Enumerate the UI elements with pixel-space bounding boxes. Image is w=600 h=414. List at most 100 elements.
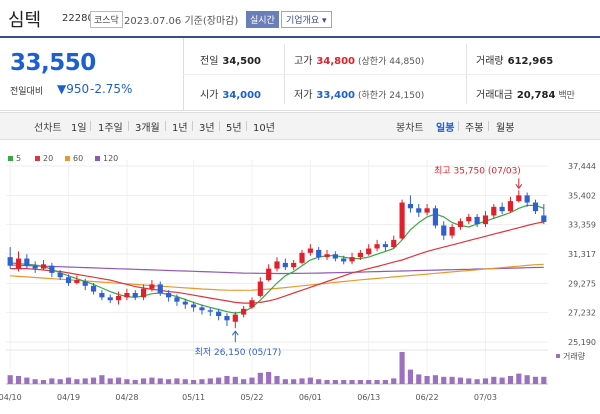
candle-body bbox=[182, 301, 188, 305]
candle-body bbox=[416, 208, 422, 213]
ma5-line bbox=[10, 204, 544, 314]
candle-body bbox=[516, 195, 522, 202]
volume-bar bbox=[257, 372, 263, 384]
volume-bar bbox=[299, 378, 305, 384]
low-arrow-head bbox=[231, 330, 239, 336]
candle-chart-button[interactable]: 봉차트 bbox=[396, 123, 424, 134]
volume-bar bbox=[74, 379, 80, 384]
volume-bar bbox=[49, 378, 55, 384]
volume-bar bbox=[40, 380, 47, 384]
candle-body bbox=[457, 221, 464, 227]
candle-body bbox=[266, 268, 272, 281]
candle-body bbox=[191, 304, 197, 308]
candle-body bbox=[216, 311, 222, 317]
range-10y[interactable]: 10년 bbox=[253, 123, 275, 134]
candle-body bbox=[532, 202, 539, 212]
range-3m[interactable]: 3개월 bbox=[135, 123, 160, 134]
candle-body bbox=[149, 284, 155, 289]
range-1y[interactable]: 1년 bbox=[172, 123, 188, 134]
period-weekly[interactable]: 주봉 bbox=[465, 123, 484, 134]
candle-body bbox=[24, 258, 30, 266]
candle-body bbox=[374, 244, 380, 249]
volume-bar bbox=[132, 380, 138, 384]
volume-bar bbox=[399, 352, 405, 384]
low-price: 저가 33,400 (하한가 24,150) bbox=[294, 90, 425, 101]
ma20-line bbox=[10, 221, 544, 304]
candle-body bbox=[399, 202, 405, 239]
low-annotation: 최저 26,150 (05/17) bbox=[195, 347, 282, 358]
volume-bar bbox=[407, 369, 414, 384]
realtime-button[interactable]: 실시간 bbox=[246, 11, 279, 28]
candle-body bbox=[90, 285, 97, 292]
volume-bar bbox=[457, 377, 464, 384]
y-tick-label: 33,359 bbox=[568, 221, 596, 230]
volume-legend-label: 거래량 bbox=[563, 351, 586, 361]
candle-body bbox=[366, 248, 372, 255]
volume-bar bbox=[316, 379, 322, 384]
x-tick-label: 04/19 bbox=[57, 393, 80, 402]
x-tick-label: 07/03 bbox=[474, 393, 497, 402]
volume-bar bbox=[474, 379, 480, 384]
candle-body bbox=[132, 293, 138, 298]
candle-body bbox=[282, 262, 288, 268]
volume-bar bbox=[341, 380, 347, 384]
volume-bar bbox=[541, 376, 547, 384]
price-change-percent: -2.75% bbox=[90, 82, 133, 96]
volume-bar bbox=[166, 379, 172, 384]
volume-bar bbox=[391, 378, 397, 384]
candle-body bbox=[449, 226, 455, 236]
high-arrow-head bbox=[515, 184, 523, 190]
candle-body bbox=[291, 262, 297, 268]
candle-body bbox=[232, 314, 238, 322]
range-1w[interactable]: 1주일 bbox=[98, 123, 123, 134]
volume-bar bbox=[65, 377, 72, 384]
candle-body bbox=[524, 195, 530, 203]
period-daily[interactable]: 일봉 bbox=[436, 123, 455, 134]
volume-bar bbox=[24, 377, 30, 384]
volume-bar bbox=[449, 376, 455, 384]
volume-bar bbox=[366, 380, 372, 384]
volume-bar bbox=[507, 376, 514, 384]
line-chart-button[interactable]: 선차트 bbox=[34, 123, 62, 134]
candle-body bbox=[99, 293, 105, 298]
range-5y[interactable]: 5년 bbox=[226, 123, 242, 134]
y-tick-label: 37,444 bbox=[568, 162, 596, 171]
company-info-dropdown[interactable]: 기업개요 ▾ bbox=[281, 11, 332, 28]
volume-bar bbox=[266, 372, 272, 384]
ma60-line bbox=[10, 263, 544, 291]
volume-bar bbox=[349, 380, 355, 384]
range-1d[interactable]: 1일 bbox=[71, 123, 87, 134]
volume-bar bbox=[140, 378, 147, 384]
candle-body bbox=[157, 284, 163, 294]
candle-body bbox=[307, 248, 313, 253]
candle-body bbox=[324, 254, 330, 258]
candle-body bbox=[107, 297, 113, 301]
legend-label: 5 bbox=[16, 154, 21, 163]
x-tick-label: 05/22 bbox=[240, 393, 263, 402]
change-label: 전일대비 bbox=[10, 87, 44, 97]
volume-bar bbox=[291, 379, 297, 384]
candle-body bbox=[57, 272, 63, 278]
volume-bar bbox=[499, 377, 505, 384]
candle-body bbox=[382, 244, 388, 248]
volume-bar bbox=[441, 376, 447, 384]
volume-bar bbox=[357, 380, 363, 384]
open-price: 시가 34,000 bbox=[200, 90, 261, 101]
volume-bar bbox=[7, 375, 13, 384]
prev-close: 전일 34,500 bbox=[200, 56, 261, 67]
quote-panel: 33,550 전일대비 ▼950 -2.75% 전일 34,500 고가 34,80… bbox=[0, 36, 600, 111]
period-monthly[interactable]: 월봉 bbox=[496, 123, 515, 134]
candle-body bbox=[274, 261, 280, 269]
volume-bar bbox=[157, 378, 163, 384]
candle-body bbox=[40, 264, 47, 269]
ma120-line bbox=[10, 264, 544, 275]
candle-body bbox=[49, 265, 55, 273]
candle-body bbox=[174, 297, 180, 302]
candlestick-chart-svg: 37,444 35,402 33,359 31,317 29,275 27,232 25,1… bbox=[0, 154, 596, 402]
candle-body bbox=[199, 307, 205, 311]
volume-bar bbox=[482, 378, 489, 384]
volume-bar bbox=[424, 376, 430, 384]
volume-bar bbox=[82, 378, 88, 384]
range-3y[interactable]: 3년 bbox=[199, 123, 215, 134]
candle-body bbox=[207, 310, 213, 312]
